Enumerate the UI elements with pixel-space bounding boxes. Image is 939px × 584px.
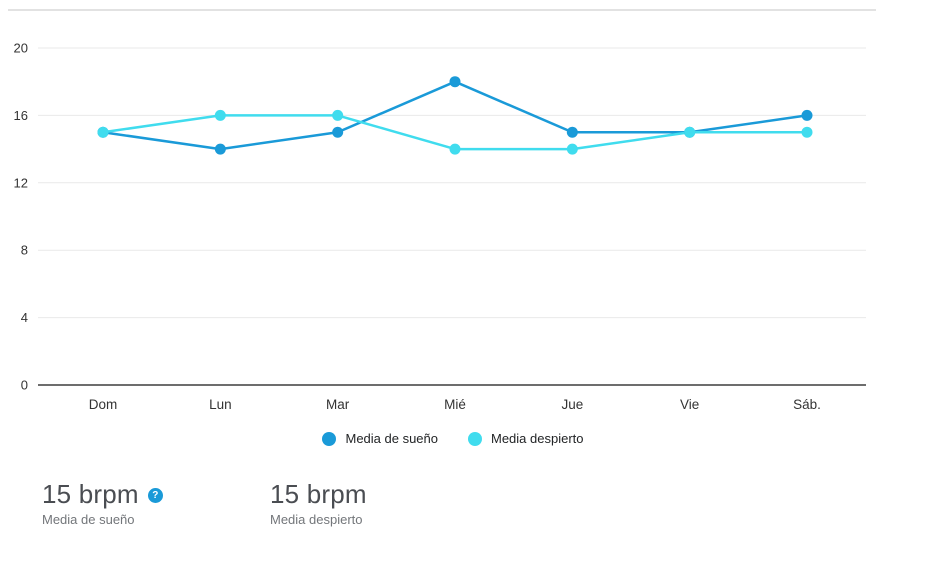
data-point-series0-Lun[interactable] — [214, 143, 226, 155]
legend-label-sueno: Media de sueño — [345, 431, 438, 446]
chart-legend: Media de sueño Media despierto — [40, 431, 866, 446]
x-tick-label: Lun — [209, 397, 232, 412]
data-point-series0-Sáb.[interactable] — [801, 109, 813, 121]
stat-label-sueno: Media de sueño — [42, 512, 135, 528]
legend-item-media-despierto[interactable]: Media despierto — [468, 431, 584, 446]
data-point-series1-Jue[interactable] — [566, 143, 578, 155]
x-tick-label: Jue — [561, 397, 583, 412]
data-point-series0-Mar[interactable] — [332, 126, 344, 138]
x-tick-label: Vie — [680, 397, 699, 412]
stat-value-despierto: 15 brpm — [270, 479, 367, 509]
y-tick-label: 8 — [21, 243, 28, 258]
legend-dot-sueno-icon — [322, 431, 337, 446]
stat-value-sueno: 15 brpm — [42, 479, 139, 509]
x-tick-label: Dom — [89, 397, 118, 412]
x-tick-label: Sáb. — [793, 397, 821, 412]
data-point-series1-Lun[interactable] — [214, 109, 226, 121]
line-chart: 0 4 8 12 16 20 Dom Lun Mar Mié Jue Vie Sáb. — [8, 9, 876, 412]
y-tick-label: 12 — [14, 175, 28, 190]
y-tick-label: 0 — [21, 378, 28, 393]
stat-media-despierto: 15 brpm Media despierto — [270, 479, 498, 528]
y-tick-label: 4 — [21, 310, 28, 325]
y-tick-label: 20 — [14, 41, 28, 56]
legend-dot-despierto-icon — [468, 431, 482, 446]
legend-label-despierto: Media despierto — [491, 431, 584, 446]
summary-stats: 15 brpm ? Media de sueño 15 brpm Media d… — [42, 479, 498, 528]
info-icon[interactable]: ? — [147, 488, 163, 504]
chart-svg: 0 4 8 12 16 20 Dom Lun Mar Mié Jue Vie Sáb. — [8, 9, 876, 412]
data-point-series0-Jue[interactable] — [566, 126, 578, 138]
data-point-series0-Mié[interactable] — [449, 76, 461, 88]
stat-label-despierto: Media despierto — [270, 512, 363, 528]
data-point-series1-Dom[interactable] — [97, 126, 109, 138]
legend-item-media-de-sueno[interactable]: Media de sueño — [322, 431, 438, 446]
x-tick-label: Mié — [444, 397, 466, 412]
x-tick-label: Mar — [326, 397, 350, 412]
data-point-series1-Mié[interactable] — [449, 143, 461, 155]
data-point-series1-Mar[interactable] — [332, 109, 344, 121]
data-point-series1-Sáb.[interactable] — [801, 126, 813, 138]
stat-media-de-sueno: 15 brpm ? Media de sueño — [42, 479, 270, 528]
y-tick-label: 16 — [14, 108, 28, 123]
data-point-series1-Vie[interactable] — [684, 126, 696, 138]
